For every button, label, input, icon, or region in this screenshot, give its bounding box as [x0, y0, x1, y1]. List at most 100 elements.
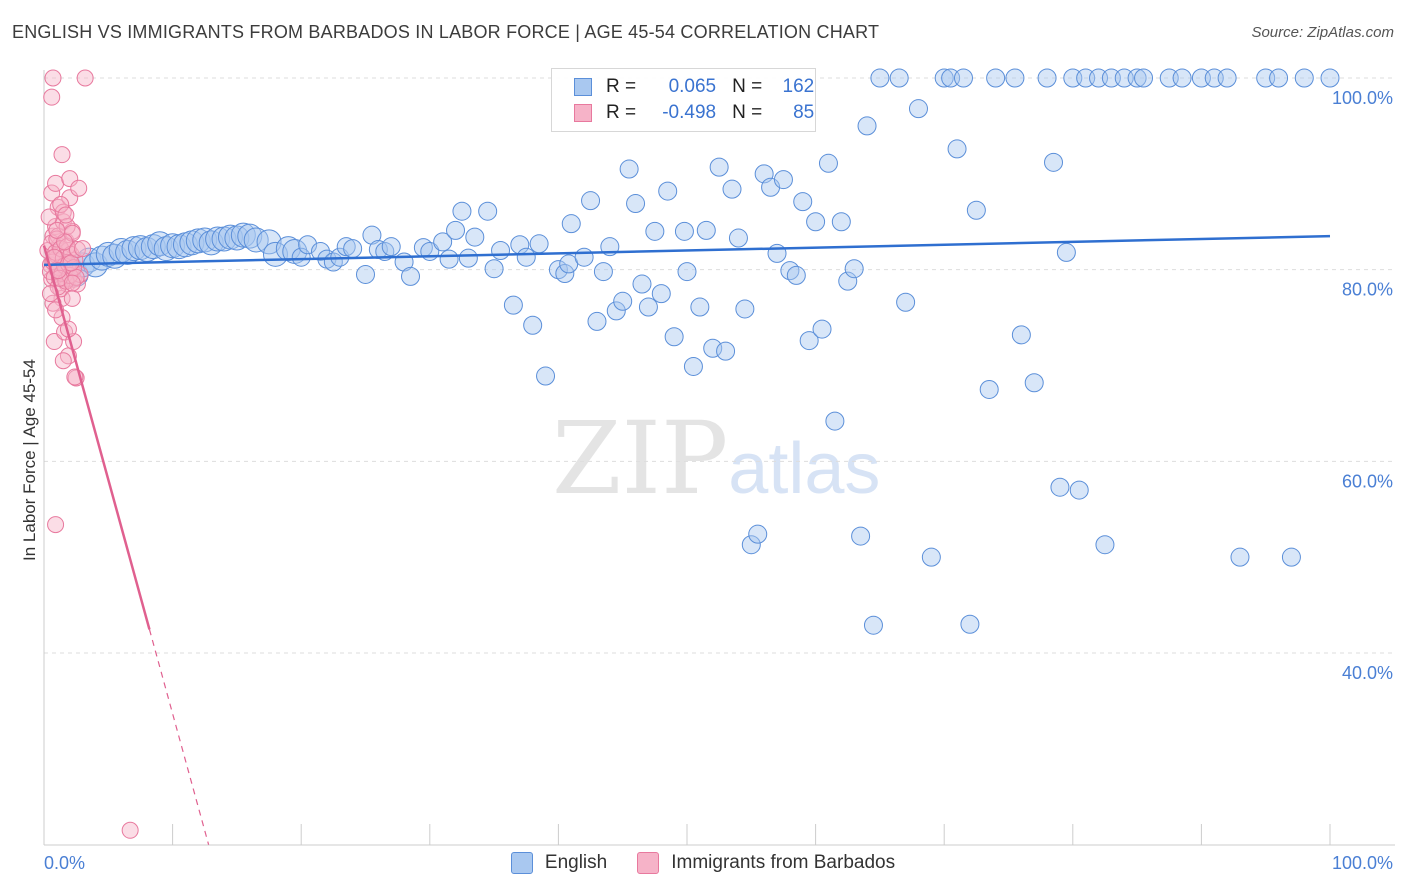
- data-point-english: [613, 291, 633, 311]
- data-point-english: [291, 247, 311, 267]
- data-point-english: [121, 236, 147, 262]
- data-point-english: [336, 237, 356, 257]
- data-point-english: [606, 301, 626, 321]
- data-point-english: [205, 226, 231, 252]
- data-point-english: [960, 614, 980, 634]
- data-point-english: [356, 264, 375, 284]
- legend-item-barbados[interactable]: Immigrants from Barbados: [637, 852, 895, 874]
- data-point-english: [256, 229, 282, 255]
- english-points: [57, 68, 1340, 635]
- data-point-english: [433, 232, 453, 252]
- trend-line-english: [43, 234, 1331, 267]
- legend-n-label: N =: [732, 102, 763, 123]
- legend-row-english: R = 0.065 N = 162: [574, 74, 814, 100]
- data-point-english: [626, 194, 646, 214]
- source-label: Source: ZipAtlas.com: [1251, 24, 1394, 41]
- data-point-english: [1172, 68, 1192, 88]
- trend-line-barbados-extrapolated: [148, 629, 210, 845]
- data-point-english: [452, 201, 472, 221]
- data-point-english: [237, 223, 263, 249]
- legend-swatch-barbados: [574, 104, 592, 122]
- legend-row-barbados: R = -0.498 N = 85: [574, 100, 814, 126]
- data-point-english: [439, 249, 459, 269]
- legend-swatch-barbados: [637, 852, 660, 874]
- data-point-english: [619, 159, 639, 179]
- data-point-english: [674, 221, 694, 241]
- data-point-english: [516, 247, 536, 267]
- legend-n-value: 162: [782, 76, 815, 97]
- data-point-english: [503, 295, 523, 315]
- data-point-english: [896, 292, 916, 312]
- data-point-english: [140, 234, 166, 260]
- series-legend: English Immigrants from Barbados: [0, 852, 1406, 874]
- chart-title: ENGLISH VS IMMIGRANTS FROM BARBADOS IN L…: [12, 22, 880, 42]
- data-point-english: [870, 68, 890, 88]
- data-point-english: [587, 311, 607, 331]
- data-point-english: [458, 248, 478, 268]
- data-point-english: [716, 341, 736, 361]
- y-tick-label: 100.0%: [1332, 88, 1393, 108]
- data-point-english: [921, 547, 941, 567]
- data-point-english: [153, 236, 179, 262]
- data-point-english: [555, 264, 575, 283]
- data-point-barbados: [121, 821, 139, 839]
- correlation-legend: R = 0.065 N = 162 R = -0.498 N = 85: [551, 68, 816, 132]
- data-point-english: [664, 327, 684, 347]
- trend-lines: [42, 234, 1331, 845]
- data-point-english: [986, 68, 1006, 88]
- data-point-english: [243, 227, 269, 253]
- data-point-english: [748, 524, 768, 544]
- data-point-english: [851, 526, 871, 546]
- data-point-english: [651, 284, 671, 304]
- data-point-english: [478, 201, 498, 221]
- data-point-barbados: [63, 274, 81, 292]
- data-point-english: [529, 234, 549, 254]
- data-point-barbados: [48, 221, 66, 239]
- data-point-english: [523, 315, 543, 335]
- data-point-english: [773, 170, 793, 190]
- data-point-english: [230, 222, 256, 248]
- x-tick-label: 100.0%: [1332, 853, 1393, 873]
- data-point-barbados: [53, 146, 71, 164]
- data-point-barbados: [47, 174, 65, 192]
- data-point-english: [658, 181, 678, 201]
- data-point-barbados: [61, 170, 79, 188]
- data-point-english: [767, 243, 787, 263]
- data-point-english: [844, 259, 864, 279]
- data-point-english: [491, 241, 511, 260]
- legend-n-label: N =: [732, 76, 763, 97]
- data-point-english: [786, 265, 806, 285]
- y-tick-label: 80.0%: [1342, 280, 1393, 300]
- data-point-english: [709, 157, 729, 177]
- legend-label-english: English: [544, 852, 608, 873]
- tick-labels: 40.0% 60.0% 80.0% 100.0% 0.0% 100.0% In Labor …: [20, 88, 1393, 873]
- trend-line-barbados: [42, 245, 151, 630]
- data-point-english: [863, 615, 883, 635]
- data-point-english: [343, 239, 363, 259]
- data-point-english: [574, 247, 594, 267]
- data-point-english: [889, 68, 909, 88]
- x-tick-label: 0.0%: [44, 853, 85, 873]
- y-tick-label: 60.0%: [1342, 471, 1393, 491]
- legend-r-value: 0.065: [668, 76, 717, 97]
- data-point-english: [581, 191, 601, 211]
- data-point-english: [683, 356, 703, 376]
- data-point-barbados: [43, 88, 61, 106]
- data-point-english: [812, 319, 832, 339]
- data-point-english: [1011, 325, 1031, 345]
- data-point-english: [185, 228, 211, 254]
- data-point-barbados: [68, 241, 86, 259]
- data-point-english: [1024, 373, 1044, 393]
- data-point-english: [593, 262, 613, 282]
- data-point-english: [818, 153, 838, 173]
- data-point-english: [632, 274, 652, 294]
- data-point-english: [934, 68, 954, 88]
- data-point-barbados: [52, 196, 70, 213]
- data-point-english: [831, 212, 851, 232]
- data-point-english: [381, 237, 401, 257]
- legend-r-label: R =: [606, 76, 637, 97]
- data-point-english: [793, 192, 813, 212]
- data-point-english: [690, 297, 710, 317]
- legend-item-english[interactable]: English: [510, 852, 608, 874]
- data-point-english: [1134, 68, 1154, 88]
